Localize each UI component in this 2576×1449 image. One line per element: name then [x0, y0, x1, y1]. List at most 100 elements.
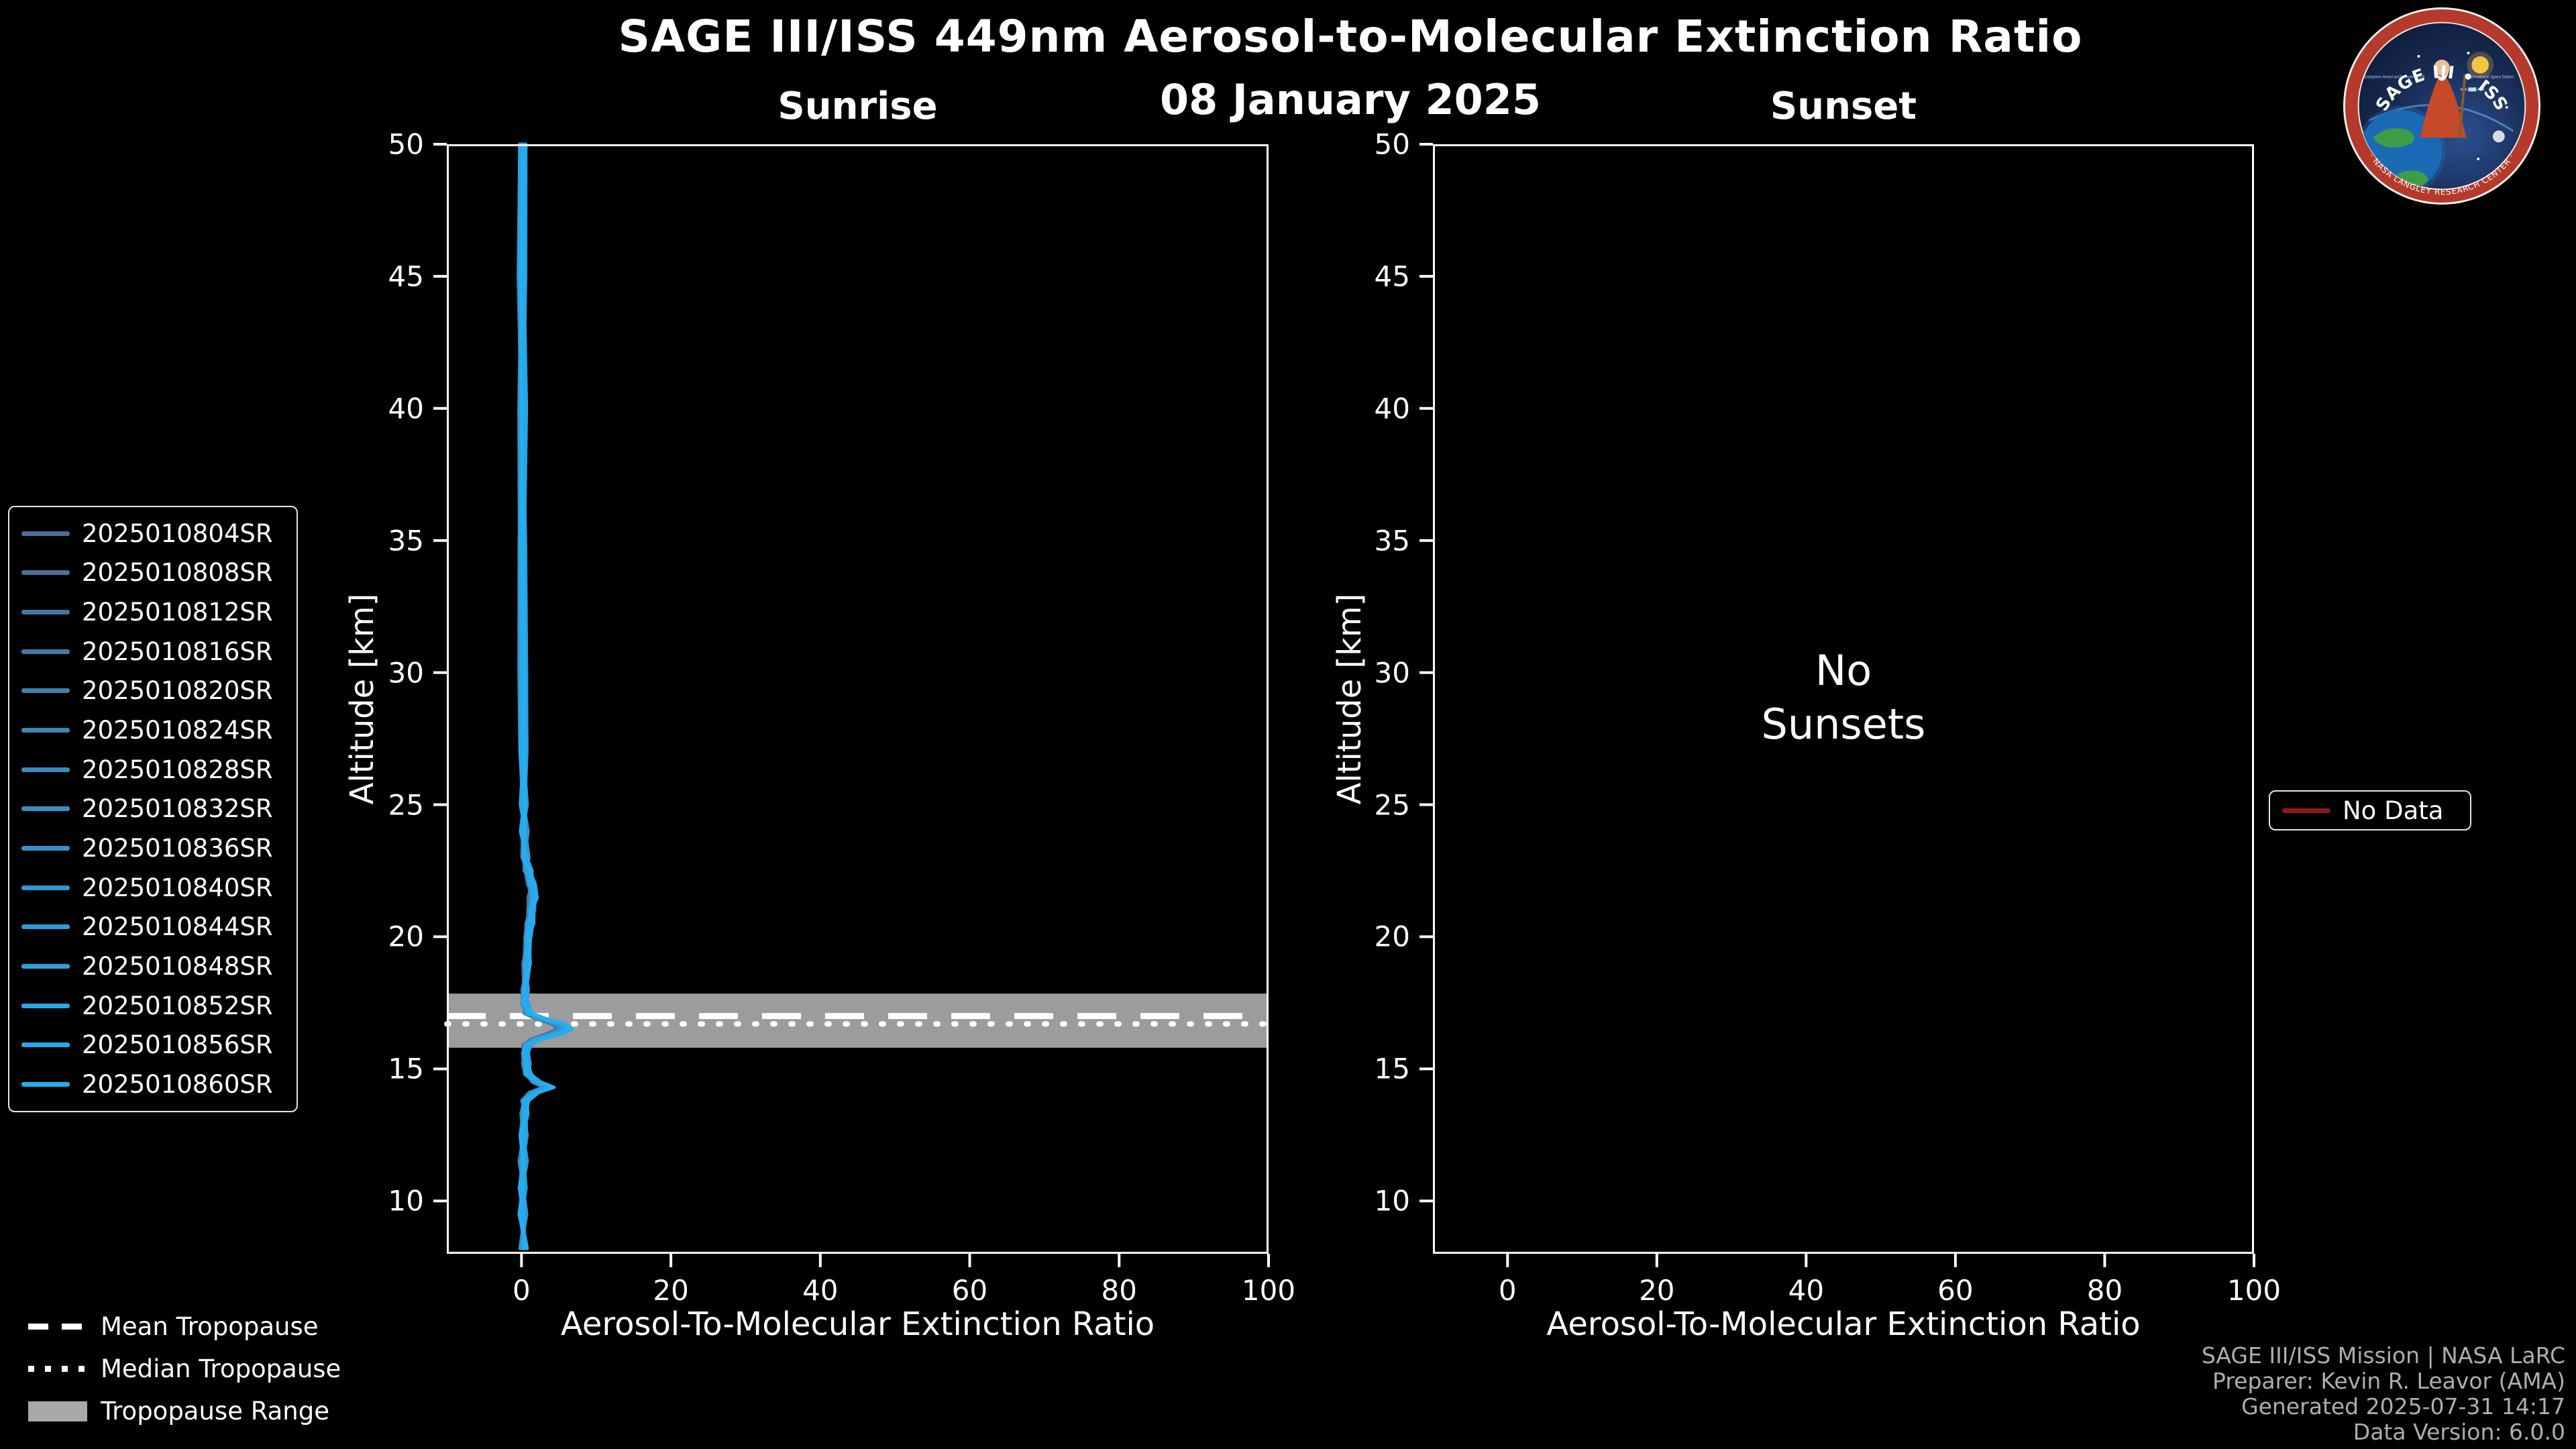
range-swatch [28, 1401, 87, 1421]
tropopause-range-band [447, 994, 1269, 1048]
sunset-ylabel: Altitude [km] [1331, 593, 1368, 805]
credit-line: SAGE III/ISS Mission | NASA LaRC [2201, 1342, 2565, 1368]
event-color-swatch [21, 924, 70, 930]
event-label: 2025010836SR [82, 834, 273, 863]
y-tick-label: 35 [388, 524, 424, 557]
event-color-swatch [21, 531, 70, 536]
figure-date: 08 January 2025 [1159, 75, 1542, 124]
sage-figure [2420, 59, 2467, 138]
no-data-legend: No Data [2269, 790, 2471, 830]
event-color-swatch [21, 964, 70, 969]
y-tick-label: 30 [388, 656, 424, 690]
x-tick-label: 40 [802, 1274, 839, 1307]
legend-event-item: 2025010860SR [21, 1070, 284, 1099]
event-label: 2025010844SR [82, 912, 273, 942]
event-label: 2025010860SR [82, 1070, 273, 1099]
moon-icon [2492, 130, 2505, 143]
tropopause-legend-item: Median Tropopause [28, 1354, 341, 1383]
x-tick-label: 0 [512, 1274, 531, 1307]
x-tick-label: 100 [2226, 1274, 2282, 1307]
legend-event-item: 2025010824SR [21, 716, 284, 745]
y-tick-label: 35 [1374, 524, 1410, 557]
event-label: 2025010828SR [82, 755, 273, 784]
logo-subtitle-left: Stratospheric Aerosol and Gas Experiment… [2364, 74, 2425, 80]
credit-line: Generated 2025-07-31 14:17 [2241, 1393, 2565, 1419]
event-color-swatch [21, 728, 70, 733]
event-label: 2025010812SR [82, 598, 273, 627]
sunrise-panel-title: Sunrise [777, 85, 938, 128]
event-color-swatch [21, 806, 70, 812]
y-tick-label: 15 [388, 1052, 424, 1085]
y-tick-label: 10 [1374, 1184, 1410, 1218]
tropopause-legend-label: Tropopause Range [101, 1397, 330, 1426]
event-color-swatch [21, 1003, 70, 1008]
event-label: 2025010824SR [82, 716, 273, 745]
event-label: 2025010856SR [82, 1030, 273, 1060]
logo-subtitle-right: International Space Station [2467, 74, 2514, 80]
figure-title: SAGE III/ISS 449nm Aerosol-to-Molecular … [618, 11, 2083, 62]
tropopause-legend-label: Median Tropopause [101, 1354, 341, 1383]
y-tick-label: 40 [1374, 392, 1410, 425]
sun-icon [2471, 56, 2489, 74]
x-tick-label: 20 [653, 1274, 689, 1307]
x-tick-label: 80 [1101, 1274, 1137, 1307]
legend-event-item: 2025010804SR [21, 519, 284, 548]
sunrise-ylabel: Altitude [km] [343, 593, 381, 805]
sunset-xlabel: Aerosol-To-Molecular Extinction Ratio [1546, 1305, 2141, 1343]
tropopause-legend-label: Mean Tropopause [101, 1312, 319, 1341]
y-tick-label: 30 [1374, 656, 1410, 690]
y-tick-label: 50 [1374, 127, 1410, 161]
credits-block: SAGE III/ISS Mission | NASA LaRC Preparer… [2202, 1343, 2565, 1445]
x-tick-label: 40 [1788, 1274, 1825, 1307]
event-label: 2025010832SR [82, 794, 273, 824]
event-label: 2025010816SR [82, 637, 273, 666]
sunrise-plot-panel: 10 15 20 25 30 35 40 45 50 0 20 40 60 80 100 [388, 128, 1296, 1307]
x-tick-label: 100 [1241, 1274, 1296, 1307]
event-color-swatch [21, 570, 70, 576]
tropopause-legend: Mean Tropopause Median Tropopause Tropopau… [28, 1312, 341, 1426]
sunrise-events-legend: 2025010804SR 2025010808SR 2025010812SR 2025… [8, 506, 298, 1112]
x-tick-label: 20 [1639, 1274, 1675, 1307]
legend-event-item: 2025010828SR [21, 755, 284, 784]
event-color-swatch [21, 649, 70, 654]
tropopause-legend-item: Tropopause Range [28, 1397, 341, 1426]
dotted-swatch [28, 1366, 87, 1372]
event-color-swatch [21, 688, 70, 694]
event-label: 2025010848SR [82, 952, 273, 981]
event-label: 2025010852SR [82, 991, 273, 1020]
sunset-panel-title: Sunset [1770, 85, 1917, 128]
y-tick-label: 45 [1374, 260, 1410, 293]
plot-frame [447, 144, 1269, 1254]
no-data-label: No Data [2343, 796, 2444, 825]
event-color-swatch [21, 610, 70, 615]
tropopause-legend-item: Mean Tropopause [28, 1312, 341, 1341]
legend-event-item: 2025010816SR [21, 637, 284, 666]
event-label: 2025010820SR [82, 676, 273, 706]
event-color-swatch [21, 846, 70, 851]
event-label: 2025010840SR [82, 873, 273, 902]
credit-line: Preparer: Kevin R. Leavor (AMA) [2212, 1368, 2565, 1394]
legend-event-item: 2025010844SR [21, 912, 284, 941]
x-tick-label: 60 [951, 1274, 988, 1307]
sunrise-plot-svg [433, 142, 1271, 1267]
legend-event-item: 2025010808SR [21, 558, 284, 587]
y-tick-label: 15 [1374, 1052, 1410, 1085]
x-tick-label: 80 [2086, 1274, 2123, 1307]
legend-event-item: 2025010836SR [21, 834, 284, 863]
no-data-color-swatch [2282, 808, 2330, 813]
plot-frame [1433, 144, 2254, 1254]
y-tick-label: 10 [388, 1184, 424, 1218]
profile-line [517, 142, 574, 1250]
x-tick-label: 0 [1498, 1274, 1517, 1307]
event-label: 2025010804SR [82, 519, 273, 548]
event-color-swatch [21, 767, 70, 772]
y-tick-label: 40 [388, 392, 424, 425]
no-sunsets-annotation: No Sunsets [1761, 646, 1926, 749]
y-tick-label: 20 [388, 920, 424, 953]
event-color-swatch [21, 1042, 70, 1048]
x-tick-label: 60 [1937, 1274, 1974, 1307]
sunset-plot-panel: No Sunsets 10 15 20 25 30 35 40 45 50 0 20 40 60 80 10… [1375, 128, 2282, 1307]
sunrise-xlabel: Aerosol-To-Molecular Extinction Ratio [560, 1305, 1155, 1343]
legend-event-item: 2025010852SR [21, 991, 284, 1020]
